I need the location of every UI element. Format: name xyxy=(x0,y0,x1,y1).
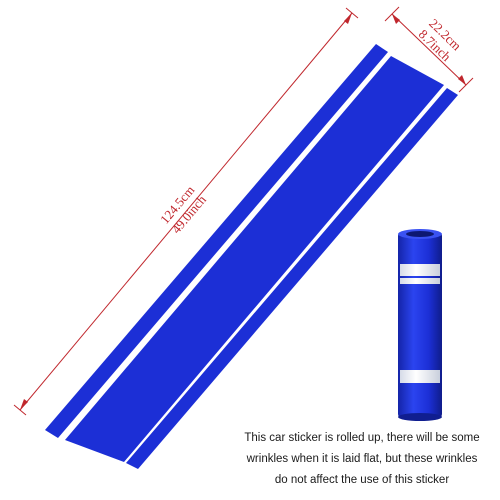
roll-top-core xyxy=(406,231,434,237)
length-arrow-bottom xyxy=(20,399,28,410)
stripe-left-thin xyxy=(45,44,388,438)
note-line-2: wrinkles when it is laid flat, but these… xyxy=(246,453,478,465)
length-arrow-top xyxy=(344,13,352,24)
rolled-sticker-note: This car sticker is rolled up, there wil… xyxy=(228,428,496,491)
roll-band-top xyxy=(400,264,440,276)
stripe-set xyxy=(45,44,458,469)
rolled-sticker xyxy=(398,229,442,421)
roll-band-bottom xyxy=(400,370,440,383)
stripe-right-thin xyxy=(126,88,458,469)
width-arrow-right xyxy=(458,75,466,85)
note-line-1: This car sticker is rolled up, there wil… xyxy=(244,432,480,444)
roll-band-middle xyxy=(400,278,440,284)
roll-body xyxy=(398,232,442,418)
width-arrow-left xyxy=(392,14,400,24)
width-dimension-line xyxy=(391,13,467,86)
stripe-center-wide xyxy=(65,56,444,462)
note-line-3: do not affect the use of this sticker xyxy=(274,474,450,486)
length-dimension-line xyxy=(19,12,353,411)
roll-bottom-end xyxy=(398,413,442,421)
